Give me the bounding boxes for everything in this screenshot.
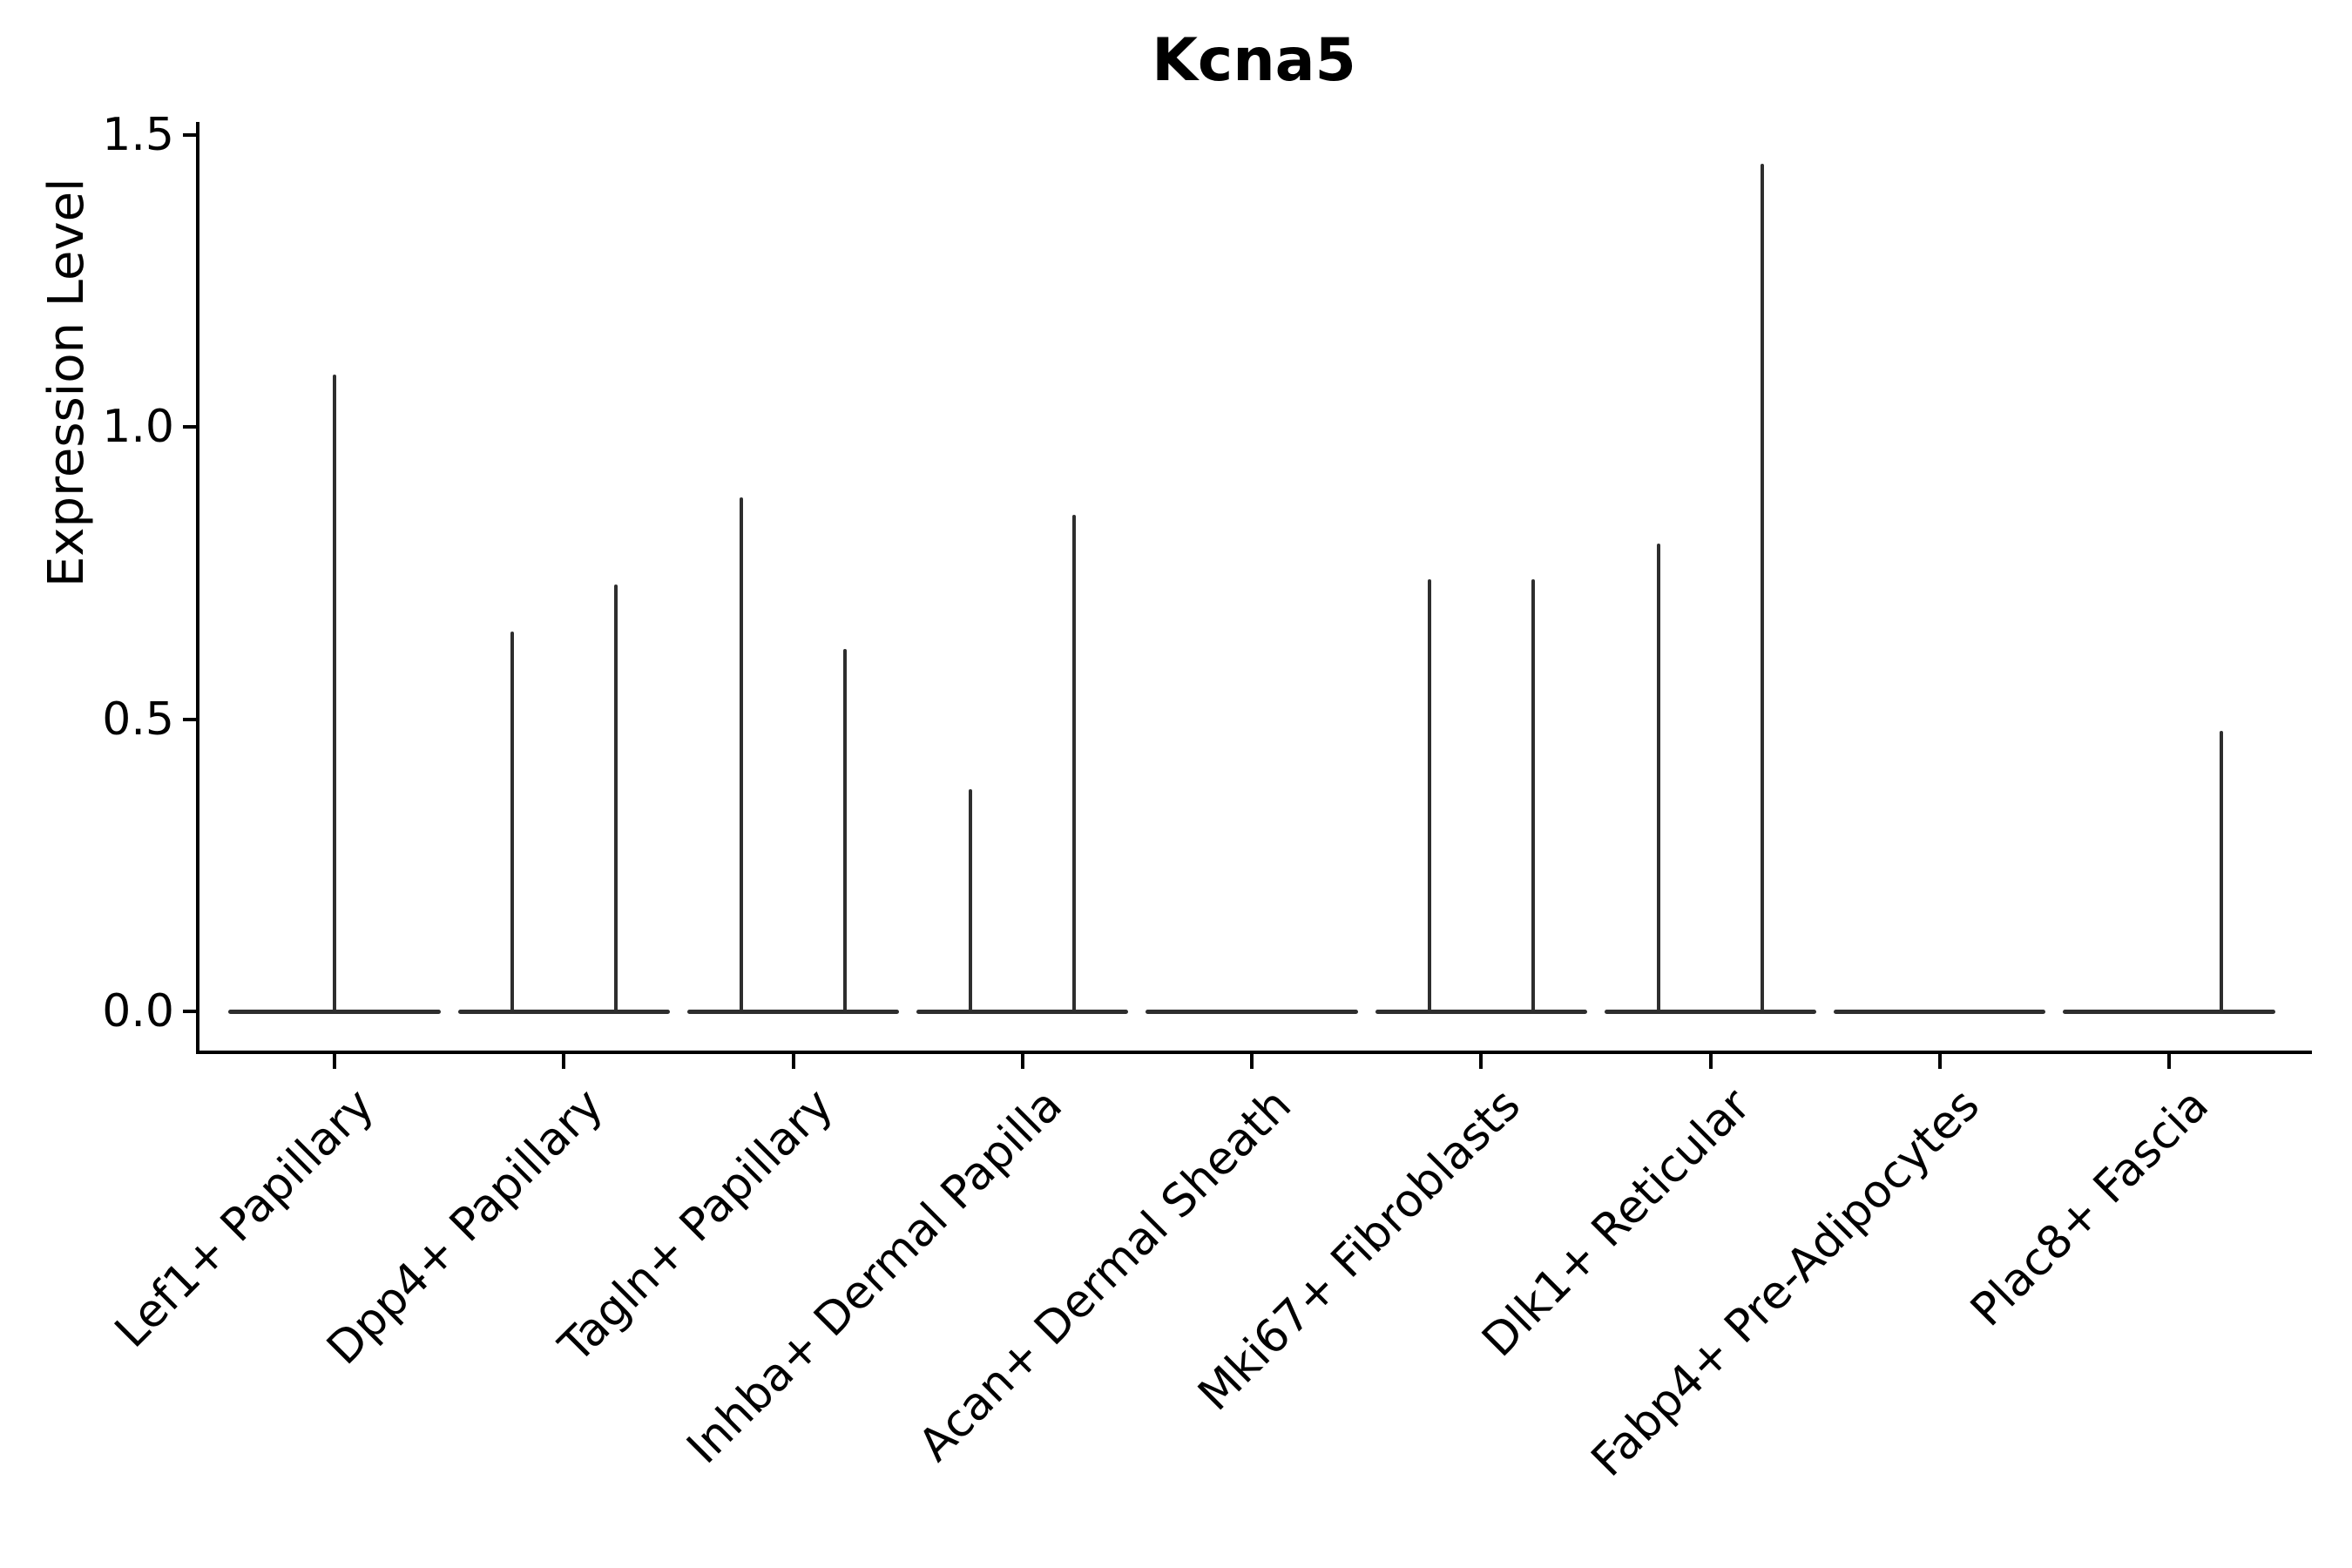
y-axis-line xyxy=(196,122,199,1054)
violin-spike xyxy=(2219,731,2223,1011)
violin-spike xyxy=(1657,544,1660,1011)
violin-spike xyxy=(1531,578,1535,1011)
x-axis-line xyxy=(196,1051,2312,1054)
y-tick-label: 1.0 xyxy=(102,401,174,454)
x-tick-mark xyxy=(562,1054,566,1069)
violin-spike xyxy=(333,374,336,1011)
violin-spike xyxy=(510,632,514,1011)
violin-baseline xyxy=(1834,1009,2046,1014)
violin-baseline xyxy=(916,1009,1129,1014)
x-tick-mark xyxy=(2167,1054,2171,1069)
y-tick-label: 0.5 xyxy=(102,693,174,746)
violin-baseline xyxy=(1604,1009,1817,1014)
violin-baseline xyxy=(2063,1009,2275,1014)
violin-spike xyxy=(740,497,743,1011)
violin-baseline xyxy=(1146,1009,1358,1014)
x-tick-mark xyxy=(1479,1054,1484,1069)
violin-spike xyxy=(969,789,973,1011)
x-tick-mark xyxy=(1708,1054,1713,1069)
x-tick-mark xyxy=(1937,1054,1942,1069)
violin-spike xyxy=(843,649,847,1011)
violin-baseline xyxy=(457,1009,670,1014)
y-tick-mark xyxy=(183,132,198,137)
y-tick-mark xyxy=(183,425,198,429)
y-tick-label: 0.0 xyxy=(102,985,174,1037)
violin-baseline xyxy=(686,1009,900,1014)
violin-spike xyxy=(1427,578,1431,1011)
violin-spike xyxy=(1072,514,1077,1011)
x-tick-label: Plac8+ Fascia xyxy=(1961,1078,2220,1337)
violin-baseline xyxy=(1375,1009,1587,1014)
x-tick-mark xyxy=(791,1054,795,1069)
x-tick-label: Fabp4+ Pre-Adipocytes xyxy=(1581,1078,1990,1487)
chart-title: Kcna5 xyxy=(1152,26,1356,95)
x-tick-mark xyxy=(1020,1054,1024,1069)
violin-baseline xyxy=(228,1009,441,1014)
x-tick-mark xyxy=(1250,1054,1254,1069)
y-tick-label: 1.5 xyxy=(102,108,174,161)
violin-spike xyxy=(613,585,618,1011)
x-tick-mark xyxy=(333,1054,336,1069)
y-tick-mark xyxy=(183,1010,198,1013)
x-tick-label: Inhba+ Dermal Papilla xyxy=(677,1078,1072,1475)
violin-spike xyxy=(1761,164,1764,1011)
x-tick-label: Acan+ Dermal Sheath xyxy=(909,1078,1302,1472)
y-tick-mark xyxy=(183,717,198,721)
